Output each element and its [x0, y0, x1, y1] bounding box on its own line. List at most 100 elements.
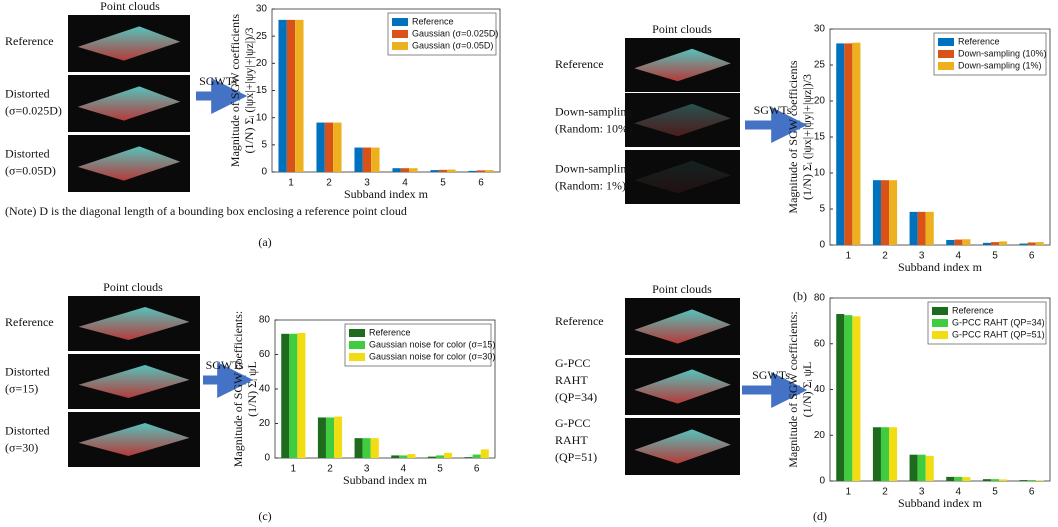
- bar: [289, 334, 297, 458]
- bar: [926, 212, 934, 245]
- bar: [836, 314, 844, 481]
- y-tick-label: 20: [259, 418, 271, 429]
- bar: [355, 438, 363, 458]
- bar: [316, 123, 324, 172]
- image-label: (σ=30): [5, 440, 38, 454]
- image-label: (QP=51): [555, 450, 597, 464]
- x-tick-label: 2: [882, 251, 888, 262]
- y-tick-label: 40: [259, 384, 271, 395]
- bar: [354, 148, 362, 172]
- bar: [946, 477, 954, 481]
- bar: [477, 170, 485, 172]
- panel-label: (c): [258, 509, 271, 523]
- legend-swatch: [938, 38, 954, 46]
- legend-swatch: [932, 331, 948, 339]
- image-label: Distorted: [5, 86, 50, 100]
- legend-label: Gaussian (σ=0.025D): [412, 28, 498, 38]
- y-tick-label: 20: [814, 96, 826, 107]
- y-tick-label: 5: [261, 139, 267, 150]
- images-title: Point clouds: [652, 22, 712, 36]
- image-label: G-PCC: [555, 416, 590, 430]
- bar: [407, 454, 415, 458]
- bar: [852, 43, 860, 245]
- bar: [468, 171, 476, 172]
- legend-label: Reference: [412, 16, 454, 26]
- y-tick-label: 25: [814, 60, 826, 71]
- x-tick-label: 5: [440, 178, 446, 189]
- bar: [954, 240, 962, 245]
- image-label: RAHT: [555, 373, 588, 387]
- bar: [962, 477, 970, 481]
- y-tick-label: 60: [814, 338, 826, 349]
- image-label: Reference: [5, 315, 54, 329]
- bar: [844, 43, 852, 245]
- bar: [473, 455, 481, 458]
- images-title: Point clouds: [100, 0, 160, 13]
- bar: [371, 438, 379, 458]
- bar: [391, 455, 399, 458]
- y-tick-label: 80: [259, 315, 271, 326]
- legend-swatch: [349, 341, 365, 349]
- bar: [447, 170, 455, 172]
- y-tick-label: 60: [259, 349, 271, 360]
- bar: [1028, 480, 1036, 481]
- x-tick-label: 5: [992, 487, 998, 498]
- image-label: G-PCC: [555, 356, 590, 370]
- panel-label: (b): [793, 289, 807, 303]
- x-tick-label: 1: [291, 464, 297, 475]
- image-label: Down-sampling: [555, 104, 632, 118]
- bar: [409, 168, 417, 172]
- legend-label: Down-sampling (10%): [958, 48, 1047, 58]
- image-label: Distorted: [5, 146, 50, 160]
- x-tick-label: 1: [288, 178, 294, 189]
- image-label: (σ=15): [5, 381, 38, 395]
- panel-label: (d): [813, 509, 827, 523]
- y-tick-label: 0: [261, 167, 267, 178]
- legend-label: Gaussian noise for color (σ=30): [369, 351, 495, 361]
- y-axis-formula: (1/N) Σᵢ ψL: [245, 361, 259, 417]
- x-tick-label: 1: [846, 487, 852, 498]
- bar: [983, 479, 991, 481]
- bar: [481, 449, 489, 458]
- bar: [999, 241, 1007, 245]
- bar: [910, 455, 918, 481]
- bar: [334, 417, 342, 458]
- bar: [287, 20, 295, 172]
- bar: [999, 479, 1007, 481]
- y-axis-label: Magnitude of SGW coefficients: [786, 60, 800, 214]
- image-label: (σ=0.025D): [5, 103, 62, 117]
- bar: [281, 334, 289, 458]
- bar: [852, 316, 860, 481]
- legend-swatch: [392, 18, 408, 26]
- bar: [889, 180, 897, 245]
- images-title: Point clouds: [652, 282, 712, 296]
- y-axis-label: Magnitude of SGW coefficients:: [786, 311, 800, 468]
- images-title: Point clouds: [103, 280, 163, 294]
- bar: [444, 453, 452, 458]
- y-tick-label: 80: [814, 293, 826, 304]
- bar: [991, 242, 999, 245]
- bar: [1036, 480, 1044, 481]
- transform-label: SGWTs: [752, 368, 790, 382]
- bar: [918, 212, 926, 245]
- bar: [401, 168, 409, 172]
- image-label: (QP=34): [555, 390, 597, 404]
- legend-label: Gaussian noise for color (σ=15): [369, 339, 495, 349]
- legend-label: Reference: [369, 327, 411, 337]
- image-label: Down-sampling: [555, 161, 632, 175]
- legend-label: Reference: [958, 36, 1000, 46]
- bar: [363, 438, 371, 458]
- legend-label: G-PCC RAHT (QP=34): [952, 317, 1045, 327]
- bar: [436, 455, 444, 458]
- bar: [430, 170, 438, 172]
- x-axis-label: Subband index m: [898, 260, 983, 274]
- bar: [363, 148, 371, 172]
- legend-swatch: [938, 50, 954, 58]
- image-label: Distorted: [5, 364, 50, 378]
- bar: [1036, 242, 1044, 245]
- bar: [485, 170, 493, 172]
- bar: [954, 477, 962, 481]
- bar: [325, 123, 333, 172]
- image-label: (σ=0.05D): [5, 163, 56, 177]
- y-tick-label: 0: [819, 240, 825, 251]
